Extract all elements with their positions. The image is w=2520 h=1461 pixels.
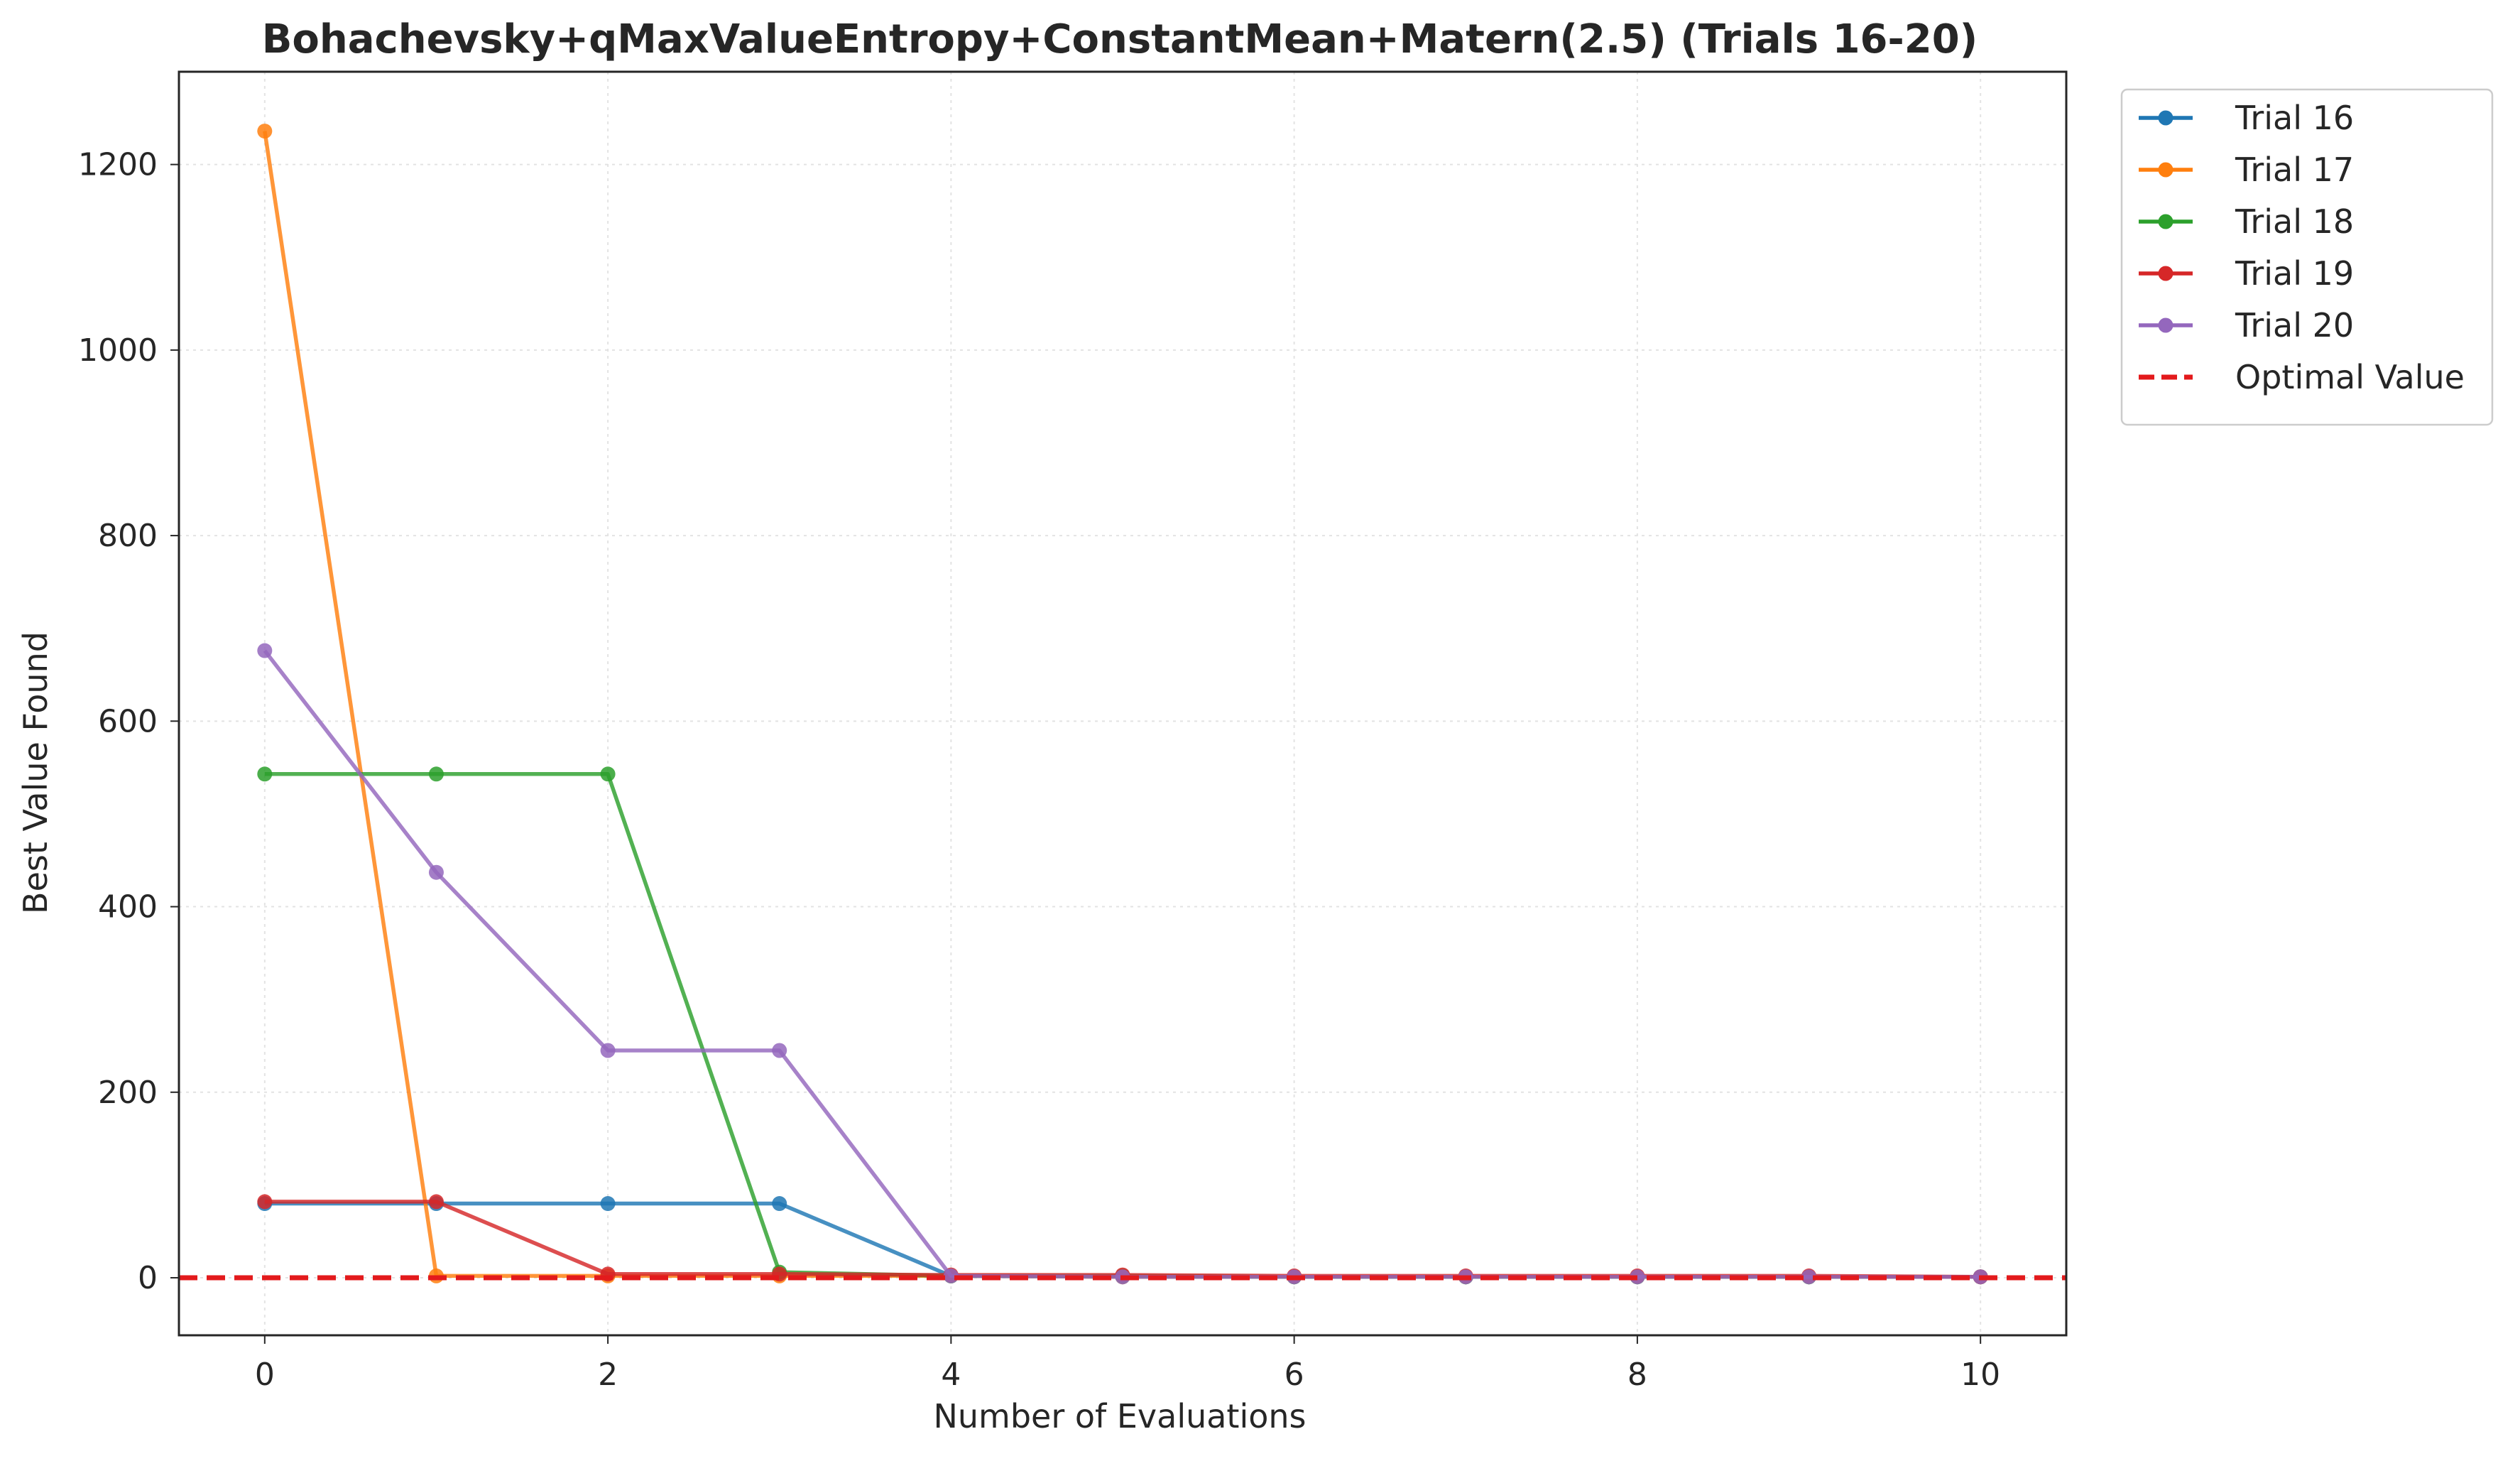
x-tick-label: 0 (255, 1357, 275, 1393)
series-2 (257, 124, 1988, 1285)
series-3 (257, 766, 1988, 1285)
legend-item-3: Trial 18 (2139, 202, 2354, 241)
plot-frame (178, 70, 2068, 1337)
data-point (257, 1194, 273, 1210)
y-tick-label: 1200 (78, 147, 158, 183)
data-point (772, 1043, 787, 1058)
y-tick-label: 800 (98, 518, 158, 554)
x-tick-label: 8 (1627, 1357, 1647, 1393)
data-point (600, 1196, 616, 1212)
x-tick-label: 6 (1284, 1357, 1304, 1393)
data-point (428, 864, 444, 880)
y-tick-label: 200 (98, 1075, 158, 1111)
legend-label: Optimal Value (2235, 358, 2465, 396)
data-point (428, 1194, 444, 1210)
legend-item-2: Trial 17 (2139, 151, 2354, 189)
data-point (428, 766, 444, 782)
data-point (600, 1043, 616, 1058)
chart-title: Bohachevsky+qMaxValueEntropy+ConstantMea… (262, 16, 1978, 63)
legend-label: Trial 20 (2235, 306, 2354, 344)
y-tick-label: 1000 (78, 332, 158, 369)
legend-marker (2158, 110, 2173, 126)
data-point (257, 766, 273, 782)
legend-marker (2158, 266, 2173, 281)
x-tick-label: 2 (598, 1357, 618, 1393)
axis-ticks: 0 2 4 6 8 10 0 200 400 600 800 1000 1200 (78, 147, 2000, 1393)
legend-box (2120, 88, 2494, 426)
legend-label: Trial 18 (2235, 202, 2354, 241)
legend-item-1: Trial 16 (2139, 99, 2354, 137)
legend-label: Trial 16 (2235, 99, 2354, 137)
series-line (263, 649, 1981, 1279)
series-line (264, 772, 1981, 1279)
grid-lines (179, 72, 2066, 1335)
series-line (263, 131, 1981, 1279)
y-tick-label: 0 (138, 1260, 158, 1296)
legend-marker (2158, 317, 2173, 333)
x-tick-label: 10 (1960, 1357, 2000, 1393)
legend-label: Trial 17 (2235, 151, 2354, 189)
series-line (264, 1200, 1981, 1279)
series-5 (257, 643, 1988, 1285)
legend: Trial 16 Trial 17 Trial 18 Trial 19 Trial 20… (2120, 88, 2494, 426)
legend-label: Trial 19 (2235, 254, 2354, 293)
data-point (257, 643, 273, 658)
y-tick-label: 600 (98, 703, 158, 739)
data-point (600, 766, 616, 782)
x-tick-label: 4 (941, 1357, 961, 1393)
data-point (257, 124, 273, 139)
legend-marker (2158, 214, 2173, 229)
series-layer (179, 124, 2066, 1285)
legend-item-4: Trial 19 (2139, 254, 2354, 293)
legend-item-5: Trial 20 (2139, 306, 2354, 344)
series-line (264, 1201, 1981, 1279)
y-tick-label: 400 (98, 889, 158, 925)
x-axis-label: Number of Evaluations (933, 1397, 1306, 1435)
data-point (772, 1196, 787, 1212)
data-point (1801, 1269, 1817, 1285)
legend-marker (2158, 162, 2173, 178)
y-axis-label: Best Value Found (16, 631, 55, 914)
legend-item-6: Optimal Value (2139, 358, 2465, 396)
